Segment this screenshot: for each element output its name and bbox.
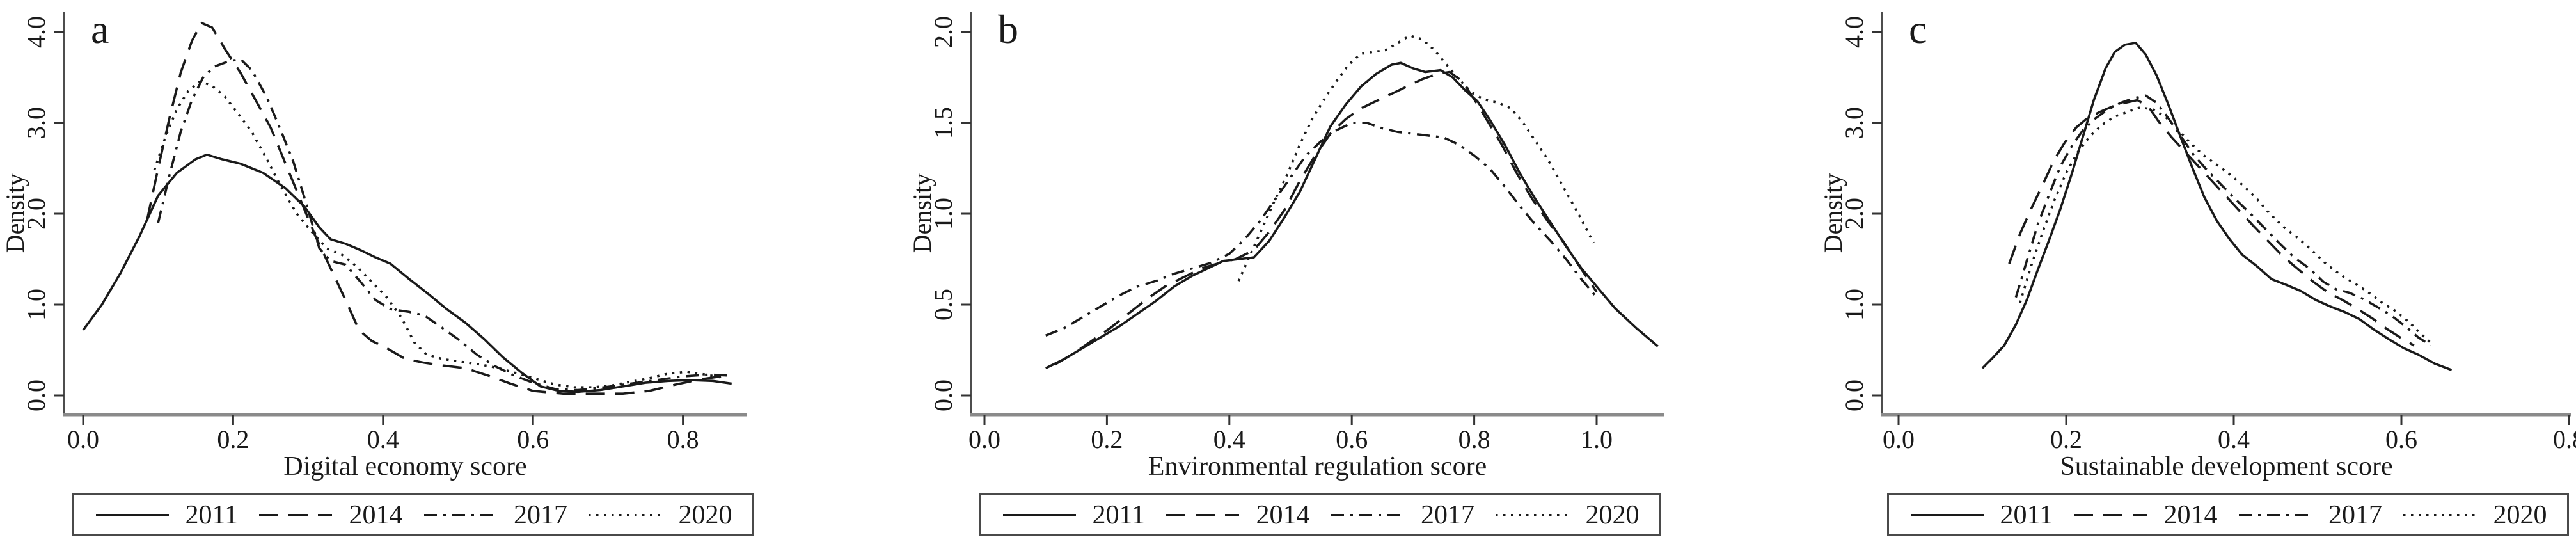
dash-dot-line-icon [2238, 513, 2312, 516]
x-tick-label: 0.4 [1213, 425, 1245, 454]
series-c-2017 [2014, 94, 2431, 347]
plot-a: 0.0 0.2 0.4 0.6 0.8 0.0 1.0 2.0 3.0 4.0 [22, 12, 747, 454]
y-tick-label: 1.0 [929, 198, 958, 230]
y-tick-label: 1.0 [22, 289, 51, 321]
legend-label: 2011 [2000, 500, 2053, 530]
x-tick-label: 0.2 [2050, 425, 2082, 454]
y-tick-label: 4.0 [1840, 16, 1869, 48]
series-c-2020 [2019, 106, 2432, 344]
y-tick-label: 1.5 [929, 107, 958, 139]
y-tick-label: 1.0 [1840, 289, 1869, 321]
panel-letter-a: a [91, 6, 109, 52]
legend-label: 2011 [185, 500, 238, 530]
legend-entry-2020: 2020 [587, 502, 732, 529]
series-b-2014 [1054, 70, 1598, 366]
legend: 2011 2014 2017 2020 [1887, 493, 2569, 536]
dash-dot-line-icon [423, 513, 497, 516]
y-tick-label: 2.0 [1840, 198, 1869, 230]
legend-label: 2014 [2163, 500, 2218, 530]
panel-a: 0.0 0.2 0.4 0.6 0.8 0.0 1.0 2.0 3.0 4.0 a Density… [0, 0, 859, 551]
solid-line-icon [95, 513, 169, 516]
y-tick-label: 0.0 [929, 379, 958, 411]
legend-label: 2017 [2328, 500, 2382, 530]
legend-entry-2017: 2017 [1330, 502, 1474, 529]
legend-label: 2011 [1092, 500, 1145, 530]
y-tick-label: 0.0 [22, 379, 51, 411]
x-tick-label: 0.2 [217, 425, 249, 454]
long-dash-line-icon [259, 513, 333, 516]
solid-line-icon [1002, 513, 1076, 516]
y-tick-label: 3.0 [22, 107, 51, 139]
legend-entry-2011: 2011 [1909, 502, 2053, 529]
x-tick-label: 0.8 [2553, 425, 2576, 454]
legend-label: 2020 [1585, 500, 1640, 530]
legend: 2011 2014 2017 2020 [72, 493, 754, 536]
panel-c: 0.0 0.2 0.4 0.6 0.8 0.0 1.0 2.0 3.0 4.0 c Density… [1717, 0, 2576, 551]
y-axis-title: Density [1, 173, 29, 253]
legend-label: 2020 [678, 500, 732, 530]
y-tick-label: 2.0 [929, 16, 958, 48]
legend-entry-2011: 2011 [95, 502, 238, 529]
x-tick-label: 0.0 [968, 425, 1000, 454]
x-tick-label: 0.2 [1091, 425, 1123, 454]
series-b-2020 [1237, 34, 1595, 282]
panel-letter-b: b [998, 6, 1018, 52]
legend-entry-2014: 2014 [1165, 502, 1309, 529]
x-tick-label: 0.8 [1458, 425, 1490, 454]
series-c-2011 [1981, 42, 2453, 371]
y-tick-label: 3.0 [1840, 107, 1869, 139]
x-tick-label: 0.0 [1883, 425, 1915, 454]
plot-b: 0.0 0.2 0.4 0.6 0.8 1.0 0.0 0.5 1.0 1.5 2.0 [929, 12, 1664, 454]
legend-entry-2017: 2017 [2238, 502, 2382, 529]
legend-entry-2014: 2014 [2073, 502, 2217, 529]
x-tick-label: 1.0 [1581, 425, 1613, 454]
y-tick-label: 0.0 [1840, 379, 1869, 411]
legend-label: 2017 [1420, 500, 1474, 530]
panel-letter-c: c [1909, 6, 1927, 52]
dotted-line-icon [589, 513, 662, 516]
legend-entry-2017: 2017 [423, 502, 567, 529]
dotted-line-icon [1496, 513, 1569, 516]
y-tick-label: 2.0 [22, 198, 51, 230]
x-tick-label: 0.4 [367, 425, 399, 454]
x-tick-label: 0.6 [2385, 425, 2417, 454]
legend-label: 2014 [1256, 500, 1310, 530]
y-tick-label: 4.0 [22, 16, 51, 48]
series-a-2011 [82, 153, 732, 394]
long-dash-line-icon [1166, 513, 1240, 516]
x-tick-label: 0.4 [2218, 425, 2250, 454]
series-b-2011 [1045, 61, 1659, 370]
series-a-2014 [145, 21, 729, 395]
series-b-2017 [1045, 122, 1598, 337]
x-axis-title: Digital economy score [283, 452, 527, 481]
long-dash-line-icon [2074, 513, 2147, 516]
legend-entry-2011: 2011 [1002, 502, 1145, 529]
legend-label: 2014 [349, 500, 403, 530]
series-a-2017 [157, 58, 728, 392]
legend-entry-2014: 2014 [258, 502, 402, 529]
dotted-line-icon [2403, 513, 2477, 516]
series-c-2014 [2008, 99, 2415, 347]
dash-dot-line-icon [1331, 513, 1404, 516]
y-tick-label: 0.5 [929, 289, 958, 321]
legend-entry-2020: 2020 [1494, 502, 1639, 529]
legend-label: 2020 [2493, 500, 2547, 530]
series-a-2020 [153, 81, 721, 388]
solid-line-icon [1910, 513, 1984, 516]
x-axis-title: Environmental regulation score [1148, 452, 1487, 481]
legend: 2011 2014 2017 2020 [979, 493, 1661, 536]
x-axis-title: Sustainable development score [2060, 452, 2393, 481]
y-axis-title: Density [1819, 173, 1847, 253]
panel-b: 0.0 0.2 0.4 0.6 0.8 1.0 0.0 0.5 1.0 1.5 2.0 b Dens… [858, 0, 1718, 551]
x-tick-label: 0.0 [67, 425, 99, 454]
x-tick-label: 0.6 [1336, 425, 1368, 454]
x-tick-label: 0.8 [667, 425, 699, 454]
y-axis-title: Density [908, 173, 936, 253]
legend-label: 2017 [513, 500, 567, 530]
x-tick-label: 0.6 [517, 425, 549, 454]
legend-entry-2020: 2020 [2402, 502, 2547, 529]
plot-c: 0.0 0.2 0.4 0.6 0.8 0.0 1.0 2.0 3.0 4.0 [1840, 12, 2576, 454]
